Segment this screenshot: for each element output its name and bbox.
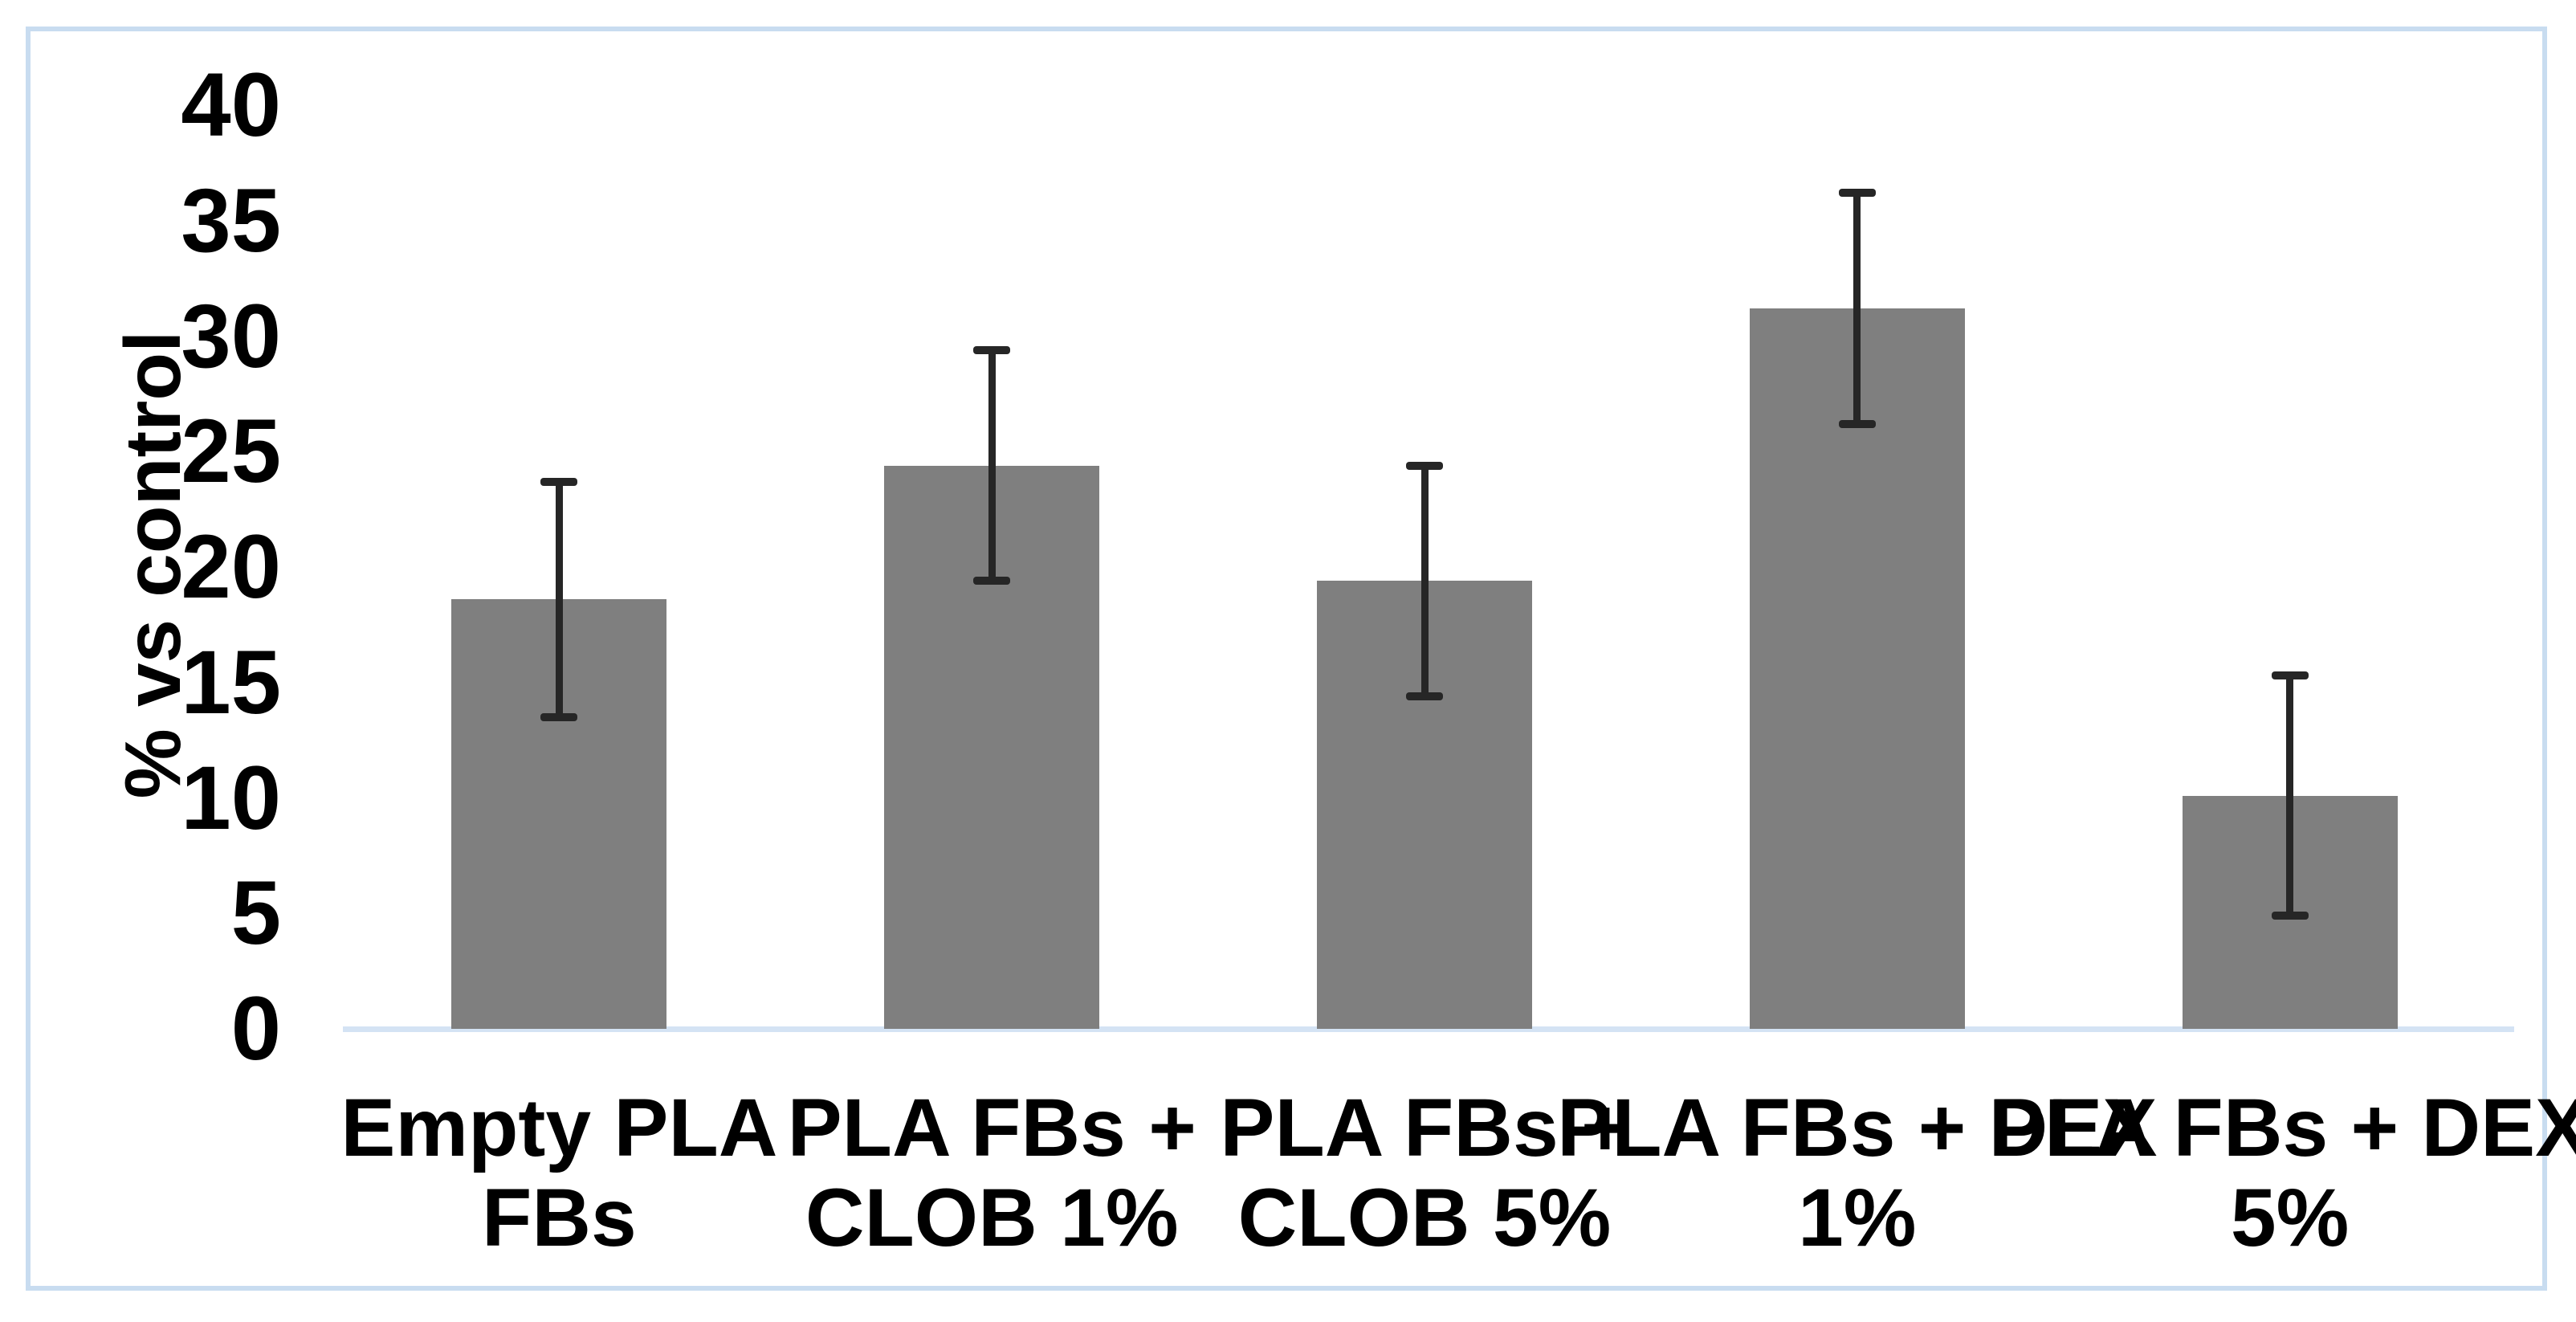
error-bar-cap-bottom [1406,692,1443,700]
y-tick-label: 0 [230,978,281,1079]
error-bar-cap-bottom [973,577,1011,586]
category-label-line: PLA FBs + [787,1082,1196,1173]
category-label-2: PLA FBs + CLOB 1% [590,1083,1393,1263]
y-tick-label: 20 [181,516,281,617]
error-bar-cap-bottom [2271,912,2309,920]
category-label-4: PLA FBs + DEX 1% [1456,1083,2259,1263]
error-bar-cap-top [540,477,578,486]
category-label-line: CLOB 5% [1237,1172,1612,1263]
error-bar-stem [555,481,563,717]
category-label-line: PLA FBs + [1220,1082,1629,1173]
category-label-5: PLA FBs + DEX 5% [1889,1083,2576,1263]
y-tick-label: 15 [181,631,281,732]
y-tick-label: 25 [181,401,281,502]
error-bar-cap-top [973,345,1011,354]
y-tick-label: 30 [181,285,281,386]
category-label-line: PLA FBs + DEX [1989,1082,2576,1173]
y-tick-label: 10 [181,747,281,848]
category-label-line: PLA FBs + DEX [1557,1082,2158,1173]
chart-frame [26,27,2547,1291]
error-bar-stem [1853,193,1861,424]
category-label-line: Empty PLA [340,1082,778,1173]
y-tick-label: 35 [181,169,281,271]
category-label-1: Empty PLA FBs [157,1083,960,1263]
error-bar-cap-top [2271,671,2309,680]
x-axis-line [343,1026,2514,1032]
error-bar-stem [988,349,996,581]
category-label-line: 1% [1798,1172,1917,1263]
category-label-line: CLOB 1% [805,1172,1179,1263]
error-bar-cap-bottom [540,712,578,721]
error-bar-cap-top [1838,189,1876,198]
bar-4 [1749,308,1965,1029]
category-label-line: 5% [2230,1172,2350,1263]
error-bar-stem [2286,675,2294,916]
y-tick-label: 5 [230,863,281,964]
category-label-3: PLA FBs + CLOB 5% [1023,1083,1826,1263]
error-bar-cap-top [1406,461,1443,470]
error-bar-stem [1420,465,1429,696]
category-label-line: FBs [482,1172,637,1263]
y-tick-label: 40 [181,55,281,155]
error-bar-cap-bottom [1838,419,1876,428]
